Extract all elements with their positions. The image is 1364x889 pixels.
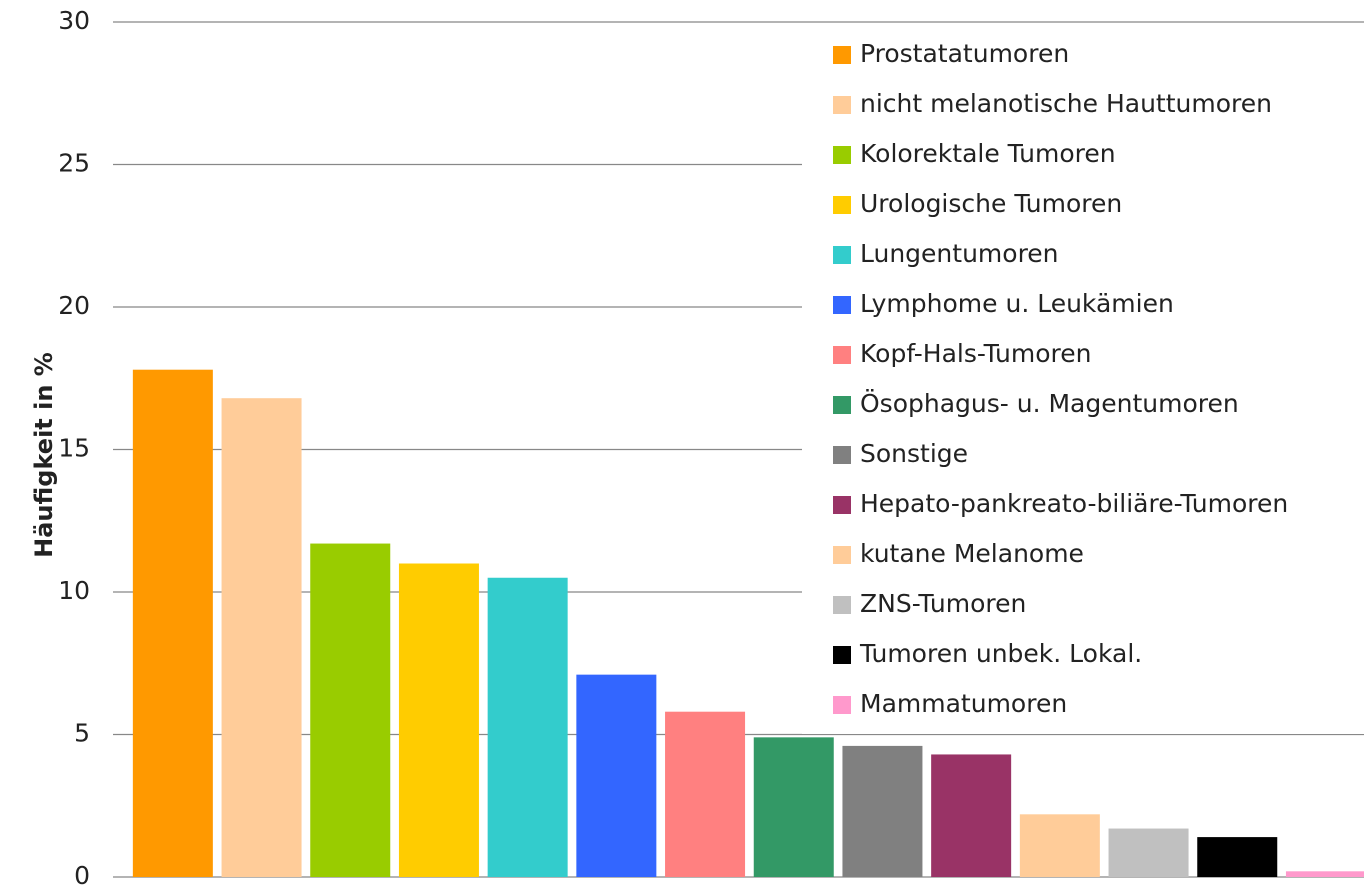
legend-background — [802, 30, 1364, 734]
y-tick-label: 0 — [74, 861, 90, 889]
bar — [221, 398, 302, 877]
bar — [132, 369, 213, 877]
legend-swatch — [833, 446, 851, 464]
y-tick-label: 5 — [74, 719, 90, 748]
legend-swatch — [833, 596, 851, 614]
legend-swatch — [833, 296, 851, 314]
y-tick-label: 30 — [58, 6, 90, 35]
y-axis-label: Häufigkeit in % — [30, 352, 58, 558]
y-tick-label: 10 — [58, 576, 90, 605]
bar — [1108, 828, 1189, 877]
legend-label: Lungentumoren — [860, 239, 1059, 268]
legend-label: Urologische Tumoren — [860, 189, 1122, 218]
legend-label: kutane Melanome — [860, 539, 1084, 568]
legend-swatch — [833, 96, 851, 114]
legend-label: Lymphome u. Leukämien — [860, 289, 1174, 318]
legend-label: Ösophagus- u. Magentumoren — [860, 389, 1239, 418]
legend-label: Kolorektale Tumoren — [860, 139, 1116, 168]
legend-swatch — [833, 646, 851, 664]
bar — [1019, 814, 1100, 877]
bar — [842, 745, 923, 877]
legend-swatch — [833, 396, 851, 414]
legend-swatch — [833, 546, 851, 564]
bar — [398, 563, 479, 877]
bar — [487, 577, 568, 877]
bar — [1197, 837, 1278, 877]
y-tick-label: 20 — [58, 291, 90, 320]
bar — [1285, 871, 1364, 877]
legend-swatch — [833, 346, 851, 364]
legend-label: Tumoren unbek. Lokal. — [859, 639, 1142, 668]
bar — [753, 737, 834, 877]
legend-label: Sonstige — [860, 439, 968, 468]
y-tick-label: 15 — [58, 434, 90, 463]
legend-label: Kopf-Hals-Tumoren — [860, 339, 1092, 368]
legend-label: nicht melanotische Hauttumoren — [860, 89, 1272, 118]
legend-swatch — [833, 696, 851, 714]
bar — [310, 543, 391, 877]
legend-label: Prostatatumoren — [860, 39, 1069, 68]
legend-swatch — [833, 196, 851, 214]
legend-label: Mammatumoren — [860, 689, 1067, 718]
bar — [665, 711, 746, 877]
bar — [931, 754, 1012, 877]
legend-swatch — [833, 146, 851, 164]
legend-label: Hepato-pankreato-biliäre-Tumoren — [860, 489, 1288, 518]
legend-label: ZNS-Tumoren — [860, 589, 1026, 618]
bar — [576, 674, 657, 877]
legend-swatch — [833, 246, 851, 264]
legend-swatch — [833, 496, 851, 514]
legend-swatch — [833, 46, 851, 64]
y-tick-label: 25 — [58, 149, 90, 178]
